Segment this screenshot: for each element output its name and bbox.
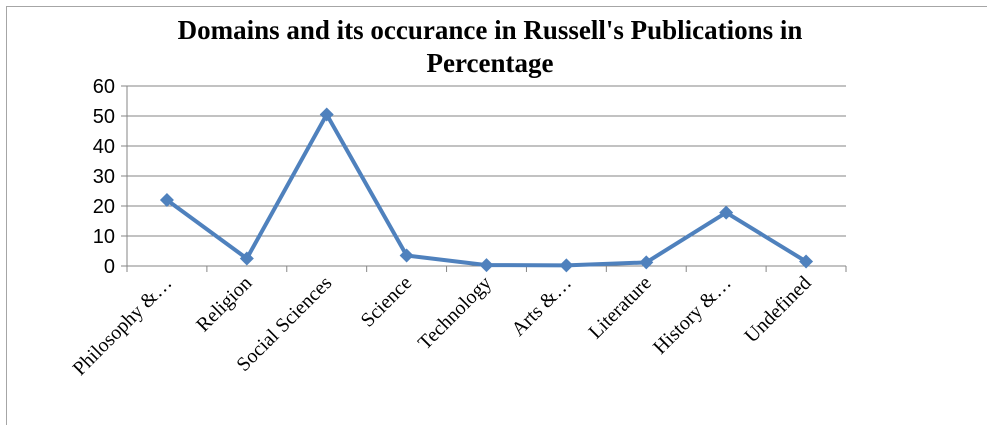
x-tick-label-8: Undefined	[740, 272, 815, 347]
data-point-3	[399, 248, 414, 263]
y-tick-label-20: 20	[93, 196, 115, 218]
series-line-0	[164, 112, 809, 268]
data-point-5	[559, 258, 574, 273]
y-tick-label-60: 60	[93, 76, 115, 98]
x-tick-label-3: Science	[357, 272, 417, 332]
x-tick-label-7: History &…	[649, 272, 736, 359]
x-tick-label-0: Philosophy &…	[69, 272, 177, 380]
gridlines	[127, 85, 846, 237]
data-point-0	[159, 193, 174, 207]
y-tick-label-10: 10	[93, 226, 115, 248]
data-point-6	[639, 255, 654, 270]
y-tick-labels: 0 10 20 30 40 50 60	[93, 76, 115, 278]
y-tick-label-0: 0	[104, 256, 115, 278]
data-point-1	[239, 251, 254, 266]
data-series	[159, 107, 814, 273]
data-point-7	[719, 205, 734, 220]
data-point-4	[479, 258, 494, 273]
data-point-8	[799, 254, 814, 269]
data-point-2	[319, 107, 334, 122]
chart-title: Domains and its occurance in Russell's P…	[177, 15, 803, 78]
x-tick-label-1: Religion	[192, 272, 256, 336]
x-tick-label-5: Arts &…	[507, 272, 576, 341]
x-tick-label-4: Technology	[414, 272, 496, 354]
y-tick-label-40: 40	[93, 136, 115, 158]
chart-frame	[6, 6, 987, 425]
y-tick-label-30: 30	[93, 166, 115, 188]
y-tick-label-50: 50	[93, 106, 115, 128]
x-tick-label-6: Literature	[585, 272, 656, 343]
